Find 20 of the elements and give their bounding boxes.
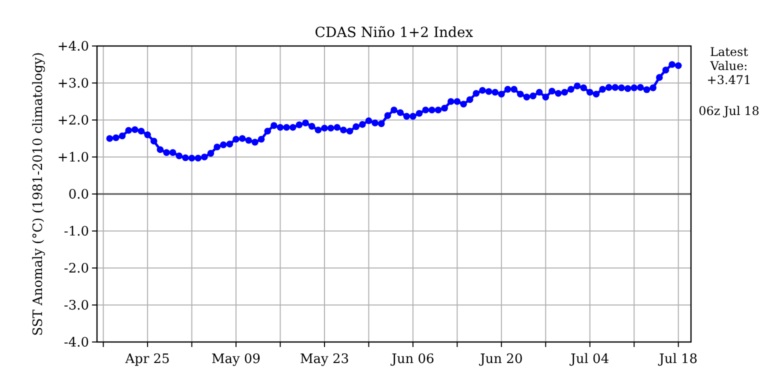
x-tick-label: May 23	[300, 352, 350, 367]
x-tick-label: Apr 25	[124, 352, 170, 367]
x-tick-label: Jul 04	[568, 352, 610, 367]
text: 06z Jul 18	[698, 104, 760, 118]
text: Latest Value: +3.471	[706, 45, 752, 87]
y-tick-label: +4.0	[57, 40, 89, 54]
y-tick-label: -3.0	[64, 298, 89, 314]
y-axis-title: SST Anomaly (°C) (1981-2010 climatology)	[31, 52, 46, 336]
y-tick-label: 0.0	[68, 188, 89, 202]
y-tick-label: +2.0	[57, 114, 89, 128]
x-tick-label: Jun 06	[390, 352, 434, 367]
x-tick-label: May 09	[211, 352, 261, 367]
y-tick-label: +1.0	[57, 150, 89, 166]
y-tick-label: -2.0	[64, 262, 89, 276]
y-tick-label: -4.0	[64, 336, 89, 350]
x-tick-label: Jun 20	[478, 352, 523, 367]
y-tick-label: -1.0	[64, 224, 89, 240]
chart-title: CDAS Niño 1+2 Index	[314, 25, 474, 41]
x-tick-label: Jul 18	[657, 352, 698, 367]
y-tick-label: +3.0	[57, 76, 89, 92]
